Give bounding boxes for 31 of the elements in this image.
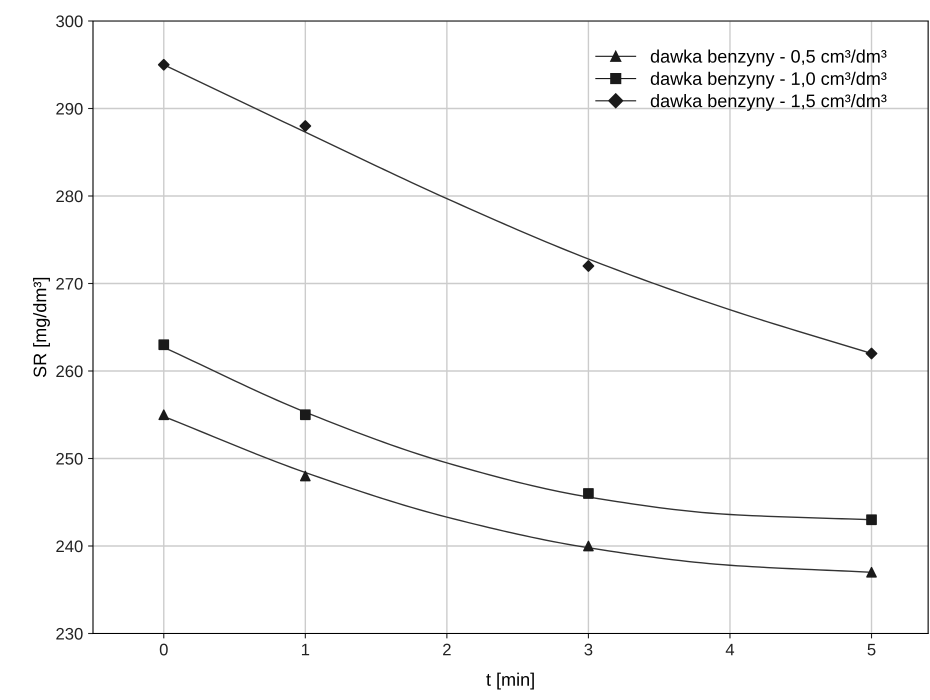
x-tick-label: 5 [868,644,876,656]
y-tick-label: 290 [56,102,83,115]
y-tick-label: 280 [56,190,83,202]
x-tick-label: 0 [160,644,168,656]
point [158,58,170,71]
x-tick-label: 1 [302,644,310,656]
x-tick-label: 4 [726,644,734,656]
point [300,470,311,482]
y-tick-label: 270 [56,278,83,290]
x-tick-label: 2 [443,644,451,656]
x-tick-label: 3 [584,644,592,656]
point [866,514,877,526]
point [866,348,878,360]
point [866,566,877,578]
point [299,120,312,132]
y-tick-label: 250 [56,452,83,465]
point [158,409,170,420]
point [158,339,170,350]
point [583,540,594,552]
point [300,409,311,420]
x-axis-title: t [min] [486,672,534,690]
y-axis-title: SR [mg/dm³] [33,278,50,378]
legend-label: dawka benzyny - 1,5 cm³/dm³ [650,94,886,111]
point [582,260,594,272]
y-tick-label: 260 [56,365,83,378]
y-tick-label: 240 [56,540,83,552]
legend-label: dawka benzyny - 0,5 cm³/dm³ [650,50,886,66]
y-tick-label: 300 [56,15,83,28]
legend-label: dawka benzyny - 1,0 cm³/dm³ [650,72,886,89]
point [583,488,594,499]
y-tick-label: 230 [56,628,83,640]
